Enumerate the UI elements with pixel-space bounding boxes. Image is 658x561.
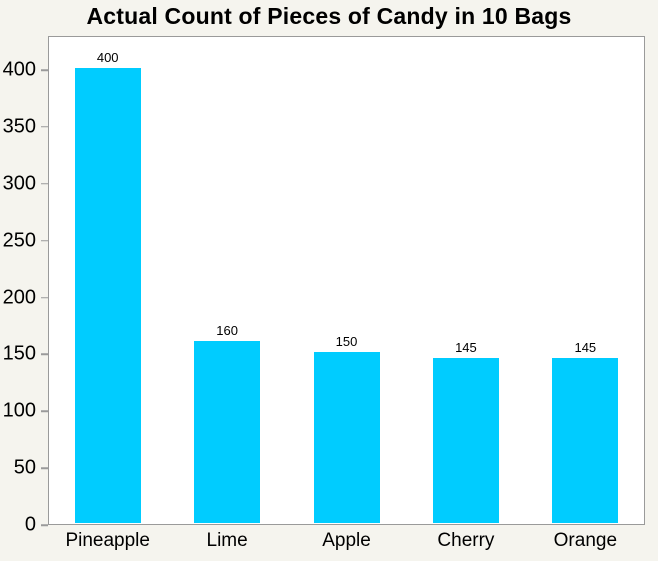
y-tick-mark-100 bbox=[41, 410, 48, 413]
chart-title: Actual Count of Pieces of Candy in 10 Ba… bbox=[86, 3, 572, 29]
bars: 400 160 150 145 145 bbox=[48, 36, 645, 523]
y-tick-mark-350 bbox=[41, 126, 48, 128]
y-tick-mark-200 bbox=[41, 296, 48, 299]
y-tick-label-50: 50 bbox=[13, 456, 36, 479]
bar-group-orange: 145 bbox=[526, 340, 645, 523]
bar-value-label-apple: 150 bbox=[335, 334, 358, 350]
y-tick-label-150: 150 bbox=[2, 342, 36, 365]
y-tick-mark-250 bbox=[41, 239, 48, 242]
bar-value-label-pineapple: 400 bbox=[96, 50, 119, 66]
bar-group-cherry: 145 bbox=[406, 340, 525, 523]
bar-group-pineapple: 400 bbox=[48, 50, 167, 523]
y-tick-mark-50 bbox=[41, 467, 48, 469]
y-tick-mark-300 bbox=[41, 183, 48, 185]
x-axis-label-apple: Apple bbox=[322, 530, 371, 551]
y-tick-mark-400 bbox=[41, 69, 48, 71]
x-axis-label-cherry: Cherry bbox=[437, 530, 495, 551]
bar-group-lime: 160 bbox=[167, 323, 286, 523]
bar-lime bbox=[194, 341, 261, 523]
bar-value-label-lime: 160 bbox=[216, 323, 238, 339]
x-axis-labels: Pineapple Lime Apple Cherry Orange bbox=[48, 530, 645, 552]
bar-orange bbox=[552, 358, 619, 523]
y-tick-label-100: 100 bbox=[2, 399, 36, 422]
bar-group-apple: 150 bbox=[287, 334, 406, 523]
bar-value-label-orange: 145 bbox=[574, 340, 597, 356]
y-tick-label-350: 350 bbox=[2, 115, 36, 138]
y-tick-mark-150 bbox=[41, 353, 48, 356]
y-tick-label-250: 250 bbox=[2, 229, 36, 252]
bar-cherry bbox=[432, 358, 499, 523]
x-axis-label-lime: Lime bbox=[206, 530, 248, 551]
y-tick-label-300: 300 bbox=[2, 172, 36, 195]
y-tick-label-400: 400 bbox=[2, 58, 36, 81]
bar-apple bbox=[313, 352, 380, 523]
bar-pineapple bbox=[74, 68, 141, 523]
y-tick-mark-0 bbox=[41, 524, 48, 526]
bar-value-label-cherry: 145 bbox=[455, 340, 477, 356]
x-axis-label-orange: Orange bbox=[553, 530, 618, 551]
x-axis-label-pineapple: Pineapple bbox=[65, 530, 150, 551]
y-tick-label-200: 200 bbox=[2, 286, 36, 309]
y-tick-label-0: 0 bbox=[24, 513, 36, 536]
